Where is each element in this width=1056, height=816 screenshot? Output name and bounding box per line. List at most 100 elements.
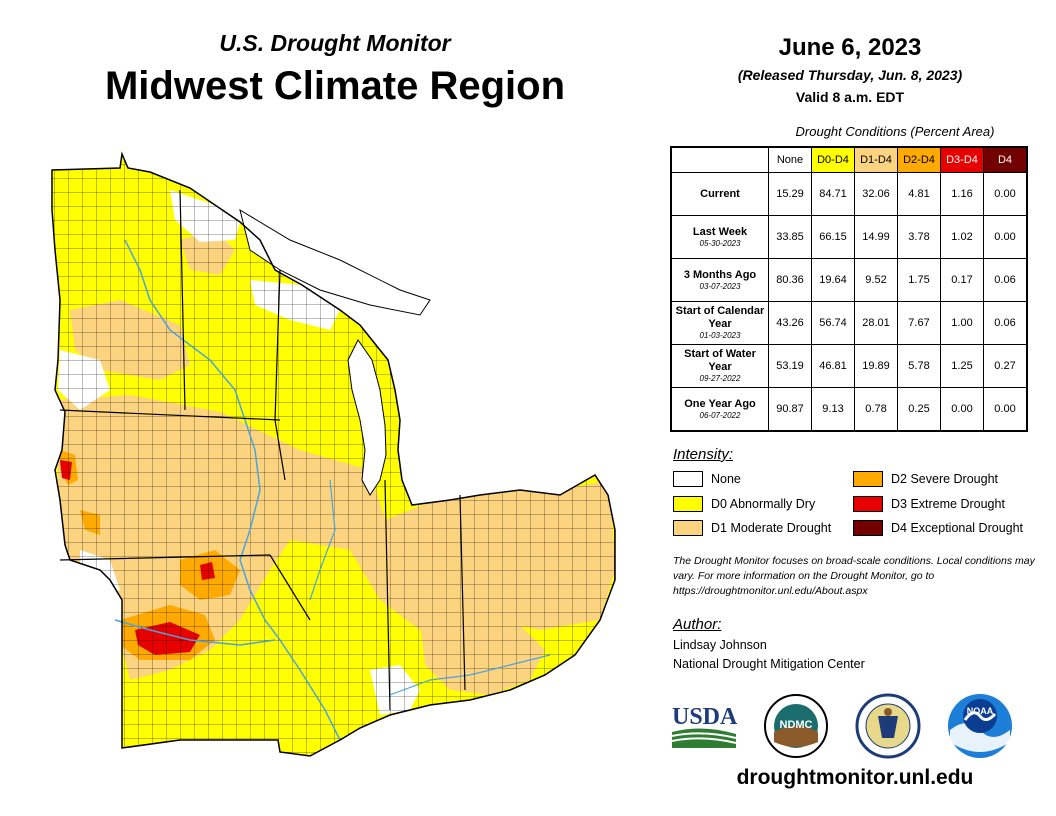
col-header-d1-d4: D1-D4	[854, 146, 898, 173]
row-label-text: Start of Water Year	[684, 348, 756, 373]
author-title: Author:	[673, 616, 722, 633]
table-row: Start of Water Year 09-27-2022 53.19 46.81 1…	[670, 344, 1028, 388]
table-cell: 0.17	[940, 258, 984, 302]
row-label-text: Last Week	[692, 225, 748, 238]
table-cell: 14.99	[854, 215, 898, 259]
table-cell: 46.81	[811, 344, 855, 388]
missouri-river	[114, 619, 276, 646]
table-cell: 19.89	[854, 344, 898, 388]
row-label: Current	[670, 172, 769, 216]
table-cell: 28.01	[854, 301, 898, 345]
col-header-d4: D4	[983, 146, 1028, 173]
table-row: Last Week 05-30-2023 33.85 66.15 14.99 3.78 1.…	[670, 215, 1028, 259]
legend-swatch	[673, 471, 703, 487]
legend-swatch	[853, 471, 883, 487]
table-cell: 0.27	[983, 344, 1028, 388]
table-cell: 0.25	[897, 387, 941, 432]
website-link[interactable]: droughtmonitor.unl.edu	[736, 766, 974, 789]
table-cell: 0.00	[983, 387, 1028, 432]
row-date: 06-07-2022	[699, 410, 741, 420]
table-cell: 43.26	[768, 301, 812, 345]
table-cell: 80.36	[768, 258, 812, 302]
table-cell: 1.02	[940, 215, 984, 259]
author-org: National Drought Mitigation Center	[673, 657, 865, 671]
table-caption: Drought Conditions (Percent Area)	[795, 124, 995, 139]
table-cell: 1.25	[940, 344, 984, 388]
row-label: 3 Months Ago 03-07-2023	[670, 258, 769, 302]
illinois-river	[309, 479, 336, 601]
map-title: Midwest Climate Region	[104, 64, 566, 108]
table-cell: 33.85	[768, 215, 812, 259]
table-row: One Year Ago 06-07-2022 90.87 9.13 0.78 0.25 0…	[670, 387, 1028, 432]
noaa-logo-text: NOAA	[967, 706, 994, 716]
table-body: Current 15.29 84.71 32.06 4.81 1.16 0.00 Last W…	[670, 172, 1028, 432]
col-header-d3-d4: D3-D4	[940, 146, 984, 173]
legend-swatch	[673, 520, 703, 536]
row-label: Start of Water Year 09-27-2022	[670, 344, 769, 388]
col-header-d0-d4: D0-D4	[811, 146, 855, 173]
table-cell: 3.78	[897, 215, 941, 259]
table-row: Current 15.29 84.71 32.06 4.81 1.16 0.00	[670, 172, 1028, 216]
table-row: Start of Calendar Year 01-03-2023 43.26 56.…	[670, 301, 1028, 345]
table-cell: 1.16	[940, 172, 984, 216]
legend-label: None	[711, 472, 741, 486]
legend-swatch	[853, 520, 883, 536]
lake-michigan	[347, 339, 387, 496]
legend-swatch	[853, 496, 883, 512]
table-row: 3 Months Ago 03-07-2023 80.36 19.64 9.52 1.75…	[670, 258, 1028, 302]
ohio-river	[389, 654, 551, 696]
table-cell: 56.74	[811, 301, 855, 345]
table-cell: 9.52	[854, 258, 898, 302]
table-cell: 5.78	[897, 344, 941, 388]
legend-title: Intensity:	[673, 446, 734, 463]
row-date: 09-27-2022	[699, 374, 741, 383]
table-cell: 0.00	[983, 172, 1028, 216]
legend-swatch	[673, 496, 703, 512]
partner-logos: USDA NDMC NOAA	[671, 693, 1012, 759]
legend-label: D1 Moderate Drought	[711, 521, 832, 535]
row-label-text: One Year Ago	[684, 397, 756, 410]
ndmc-logo-text: NDMC	[780, 719, 813, 731]
table-cell: 0.06	[983, 301, 1028, 345]
row-label-text: 3 Months Ago	[683, 268, 757, 281]
row-date: 01-03-2023	[699, 331, 741, 340]
map-date: June 6, 2023	[778, 34, 922, 61]
disclaimer-note: The Drought Monitor focuses on broad-sca…	[673, 555, 1035, 597]
row-label: Start of Calendar Year 01-03-2023	[670, 301, 769, 345]
table-cell: 7.67	[897, 301, 941, 345]
table-cell: 9.13	[811, 387, 855, 432]
usda-logo-text: USDA	[672, 704, 738, 730]
table-cell: 4.81	[897, 172, 941, 216]
map-subtitle: U.S. Drought Monitor	[219, 30, 451, 56]
usda-logo: USDA	[671, 704, 738, 748]
valid-time: Valid 8 a.m. EDT	[795, 89, 905, 105]
ndmc-logo: NDMC	[764, 694, 828, 758]
table-cell: 84.71	[811, 172, 855, 216]
table-cell: 15.29	[768, 172, 812, 216]
col-header-d2-d4: D2-D4	[897, 146, 941, 173]
table-cell: 32.06	[854, 172, 898, 216]
table-cell: 0.06	[983, 258, 1028, 302]
table-cell: 1.75	[897, 258, 941, 302]
release-date: (Released Thursday, Jun. 8, 2023)	[737, 67, 963, 83]
legend-label: D4 Exceptional Drought	[891, 521, 1024, 535]
table-header-row: None D0-D4 D1-D4 D2-D4 D3-D4 D4	[671, 146, 1028, 173]
row-date: 03-07-2023	[699, 281, 741, 291]
table-cell: 0.00	[940, 387, 984, 432]
region-outline	[51, 151, 616, 757]
mississippi-river	[124, 239, 341, 741]
row-label: Last Week 05-30-2023	[670, 215, 769, 259]
lake-superior	[239, 208, 431, 316]
table-cell: 66.15	[811, 215, 855, 259]
table-cell: 19.64	[811, 258, 855, 302]
table-cell: 1.00	[940, 301, 984, 345]
row-label: One Year Ago 06-07-2022	[670, 387, 769, 432]
table-cell: 0.78	[854, 387, 898, 432]
drought-map	[51, 151, 616, 757]
legend-label: D3 Extreme Drought	[891, 497, 1005, 511]
row-date: 05-30-2023	[699, 238, 741, 248]
state-borders	[59, 189, 466, 711]
table-cell: 53.19	[768, 344, 812, 388]
legend-label: D2 Severe Drought	[891, 472, 999, 486]
row-label-text: Current	[700, 187, 740, 200]
